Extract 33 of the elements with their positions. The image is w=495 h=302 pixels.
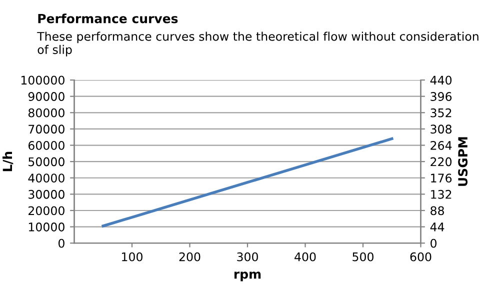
y-tick-label: 90000 <box>28 92 64 101</box>
x-tick-label: 600 <box>410 252 432 262</box>
x-tick-label: 200 <box>179 252 200 262</box>
y2-tick-label: 132 <box>431 190 452 199</box>
x-tick-label: 500 <box>352 252 374 262</box>
y-tick-label: 70000 <box>28 124 64 134</box>
y-tick-label: 0 <box>58 238 64 248</box>
y-tick-label: 40000 <box>28 174 64 183</box>
chart-title: Performance curves <box>38 14 178 24</box>
y-tick-label: 60000 <box>28 140 64 150</box>
y2-tick-label: 396 <box>430 92 452 101</box>
y2-tick-label: 176 <box>431 174 452 183</box>
y-tick-label: 20000 <box>28 206 64 216</box>
chart-subtitle: These performance curves show the theoretical flow without consideration of slip <box>37 32 478 56</box>
y2-tick-label: 352 <box>430 108 452 118</box>
y-axis-title: L/h <box>2 152 14 172</box>
y2-tick-label: 264 <box>430 140 452 150</box>
y2-axis-title: USGPM <box>458 137 468 186</box>
y2-tick-label: 440 <box>430 76 452 85</box>
y-tick-label: 80000 <box>28 108 64 118</box>
y-tick-label: 50000 <box>28 157 64 166</box>
y2-tick-label: 88 <box>430 206 444 216</box>
x-tick-label: 300 <box>237 252 258 262</box>
x-axis-title: rpm <box>234 272 261 282</box>
y2-tick-label: 0 <box>430 238 437 248</box>
y-tick-label: 100000 <box>21 76 64 85</box>
y2-tick-label: 220 <box>430 157 452 166</box>
y-tick-label: 10000 <box>28 222 64 232</box>
y2-tick-label: 308 <box>430 124 452 134</box>
x-tick-label: 400 <box>294 252 316 262</box>
x-tick-label: 100 <box>122 252 142 262</box>
y-tick-label: 30000 <box>28 190 64 199</box>
y2-tick-label: 44 <box>430 222 444 232</box>
